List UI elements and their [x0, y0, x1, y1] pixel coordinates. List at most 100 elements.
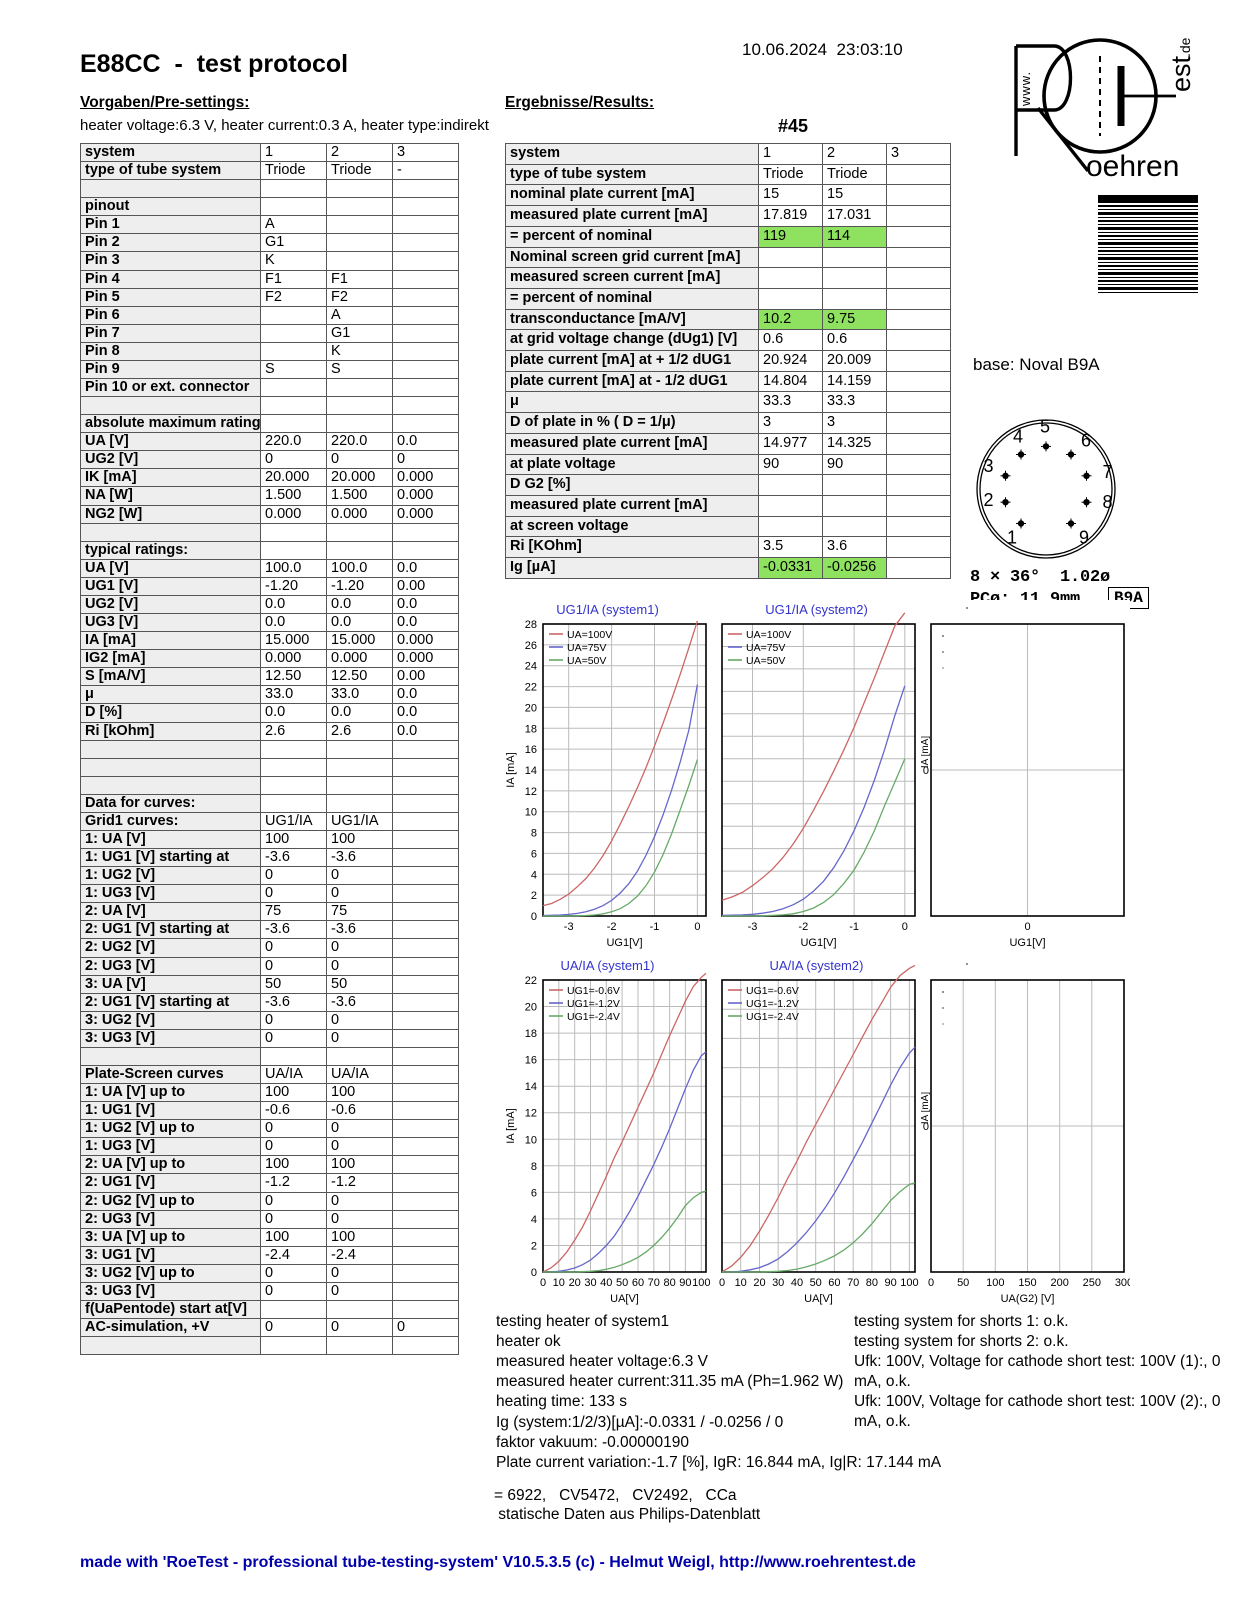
svg-text:14: 14: [525, 1081, 537, 1093]
svg-text:0: 0: [694, 921, 700, 933]
svg-text:UA=100V: UA=100V: [746, 629, 791, 641]
svg-text:200: 200: [1051, 1277, 1069, 1289]
svg-text:8: 8: [531, 1161, 537, 1173]
svg-text:-1: -1: [650, 921, 660, 933]
svg-text:IA [mA]: IA [mA]: [505, 752, 517, 787]
svg-text:8: 8: [531, 828, 537, 840]
svg-text:-2: -2: [607, 921, 617, 933]
svg-text:UG1=-0.6V: UG1=-0.6V: [746, 985, 799, 997]
svg-text:22: 22: [525, 975, 537, 987]
svg-text:12: 12: [525, 786, 537, 798]
svg-text:10: 10: [525, 1134, 537, 1146]
svg-text:-3: -3: [564, 921, 574, 933]
svg-text:1: 1: [1007, 528, 1017, 548]
svg-text:90: 90: [884, 1277, 896, 1289]
svg-text:-3: -3: [748, 921, 758, 933]
svg-text:30: 30: [584, 1277, 596, 1289]
svg-text:0: 0: [531, 911, 537, 923]
svg-text:80: 80: [663, 1277, 675, 1289]
svg-text:UA[V]: UA[V]: [804, 1293, 833, 1305]
svg-text:IA [mA]: IA [mA]: [921, 736, 931, 768]
svg-text:90: 90: [679, 1277, 691, 1289]
svg-text:14: 14: [525, 765, 537, 777]
svg-text:70: 70: [847, 1277, 859, 1289]
svg-text:4: 4: [531, 869, 537, 881]
svg-text:UG1[V]: UG1[V]: [606, 937, 642, 949]
svg-text:18: 18: [525, 723, 537, 735]
svg-text:3: 3: [984, 456, 994, 476]
svg-text:UG1=-1.2V: UG1=-1.2V: [567, 998, 620, 1010]
svg-text:20: 20: [525, 1002, 537, 1014]
svg-text:UA/IA (system2): UA/IA (system2): [770, 958, 864, 973]
svg-text:100: 100: [986, 1277, 1004, 1289]
svg-text:16: 16: [525, 744, 537, 756]
svg-text:UG1/IA (system1): UG1/IA (system1): [556, 602, 659, 617]
svg-text:-2: -2: [798, 921, 808, 933]
svg-text:7: 7: [1103, 462, 1113, 482]
svg-text:300: 300: [1115, 1277, 1130, 1289]
svg-text:6: 6: [1081, 431, 1091, 451]
svg-text:24: 24: [525, 661, 537, 673]
svg-text:20: 20: [753, 1277, 765, 1289]
svg-text:UG1/IA (system2): UG1/IA (system2): [765, 602, 868, 617]
svg-text:UA=100V: UA=100V: [567, 629, 612, 641]
svg-text:UA(G2) [V]: UA(G2) [V]: [1001, 1293, 1055, 1305]
svg-text:10: 10: [553, 1277, 565, 1289]
svg-text:UA=75V: UA=75V: [746, 642, 785, 654]
svg-text:UA=75V: UA=75V: [567, 642, 606, 654]
svg-text:100: 100: [692, 1277, 710, 1289]
svg-text:UG1=-0.6V: UG1=-0.6V: [567, 985, 620, 997]
svg-text:IA [mA]: IA [mA]: [505, 1108, 517, 1143]
svg-text:UA=50V: UA=50V: [567, 655, 606, 667]
svg-text:20: 20: [569, 1277, 581, 1289]
svg-text:5: 5: [1040, 416, 1050, 436]
svg-text:0: 0: [719, 1277, 725, 1289]
svg-text:100: 100: [900, 1277, 918, 1289]
svg-text:8: 8: [1103, 492, 1113, 512]
svg-text:UA[V]: UA[V]: [610, 1293, 639, 1305]
svg-text:UA=50V: UA=50V: [746, 655, 785, 667]
svg-text:2: 2: [984, 490, 994, 510]
svg-text:0: 0: [902, 921, 908, 933]
svg-text:50: 50: [810, 1277, 822, 1289]
svg-text:40: 40: [791, 1277, 803, 1289]
svg-text:9: 9: [1079, 528, 1089, 548]
svg-text:26: 26: [525, 640, 537, 652]
svg-text:60: 60: [828, 1277, 840, 1289]
svg-text:4: 4: [1013, 427, 1023, 447]
svg-text:10: 10: [735, 1277, 747, 1289]
svg-text:70: 70: [648, 1277, 660, 1289]
svg-text:60: 60: [632, 1277, 644, 1289]
svg-text:6: 6: [531, 848, 537, 860]
svg-text:80: 80: [866, 1277, 878, 1289]
svg-text:UG1[V]: UG1[V]: [1009, 937, 1045, 949]
svg-text:2: 2: [531, 890, 537, 902]
svg-text:IA [mA]: IA [mA]: [921, 1092, 931, 1124]
svg-text:2: 2: [531, 1241, 537, 1253]
svg-text:4: 4: [531, 1214, 537, 1226]
svg-text:20: 20: [525, 702, 537, 714]
svg-text:UG1=-2.4V: UG1=-2.4V: [567, 1011, 620, 1023]
svg-text:30: 30: [772, 1277, 784, 1289]
svg-text:0: 0: [531, 1267, 537, 1279]
svg-text:22: 22: [525, 682, 537, 694]
svg-text:UG1[V]: UG1[V]: [800, 937, 836, 949]
svg-text:250: 250: [1083, 1277, 1101, 1289]
svg-text:-1: -1: [849, 921, 859, 933]
svg-text:150: 150: [1018, 1277, 1036, 1289]
svg-text:16: 16: [525, 1055, 537, 1067]
svg-text:40: 40: [600, 1277, 612, 1289]
svg-text:10: 10: [525, 807, 537, 819]
svg-text:0: 0: [540, 1277, 546, 1289]
svg-text:28: 28: [525, 619, 537, 631]
svg-text:UA/IA (system1): UA/IA (system1): [561, 958, 655, 973]
svg-text:0: 0: [928, 1277, 934, 1289]
svg-text:6: 6: [531, 1187, 537, 1199]
svg-text:0: 0: [1024, 921, 1030, 933]
svg-text:12: 12: [525, 1108, 537, 1120]
svg-text:18: 18: [525, 1028, 537, 1040]
svg-text:50: 50: [957, 1277, 969, 1289]
svg-text:UG1=-1.2V: UG1=-1.2V: [746, 998, 799, 1010]
svg-text:UG1=-2.4V: UG1=-2.4V: [746, 1011, 799, 1023]
svg-text:50: 50: [616, 1277, 628, 1289]
